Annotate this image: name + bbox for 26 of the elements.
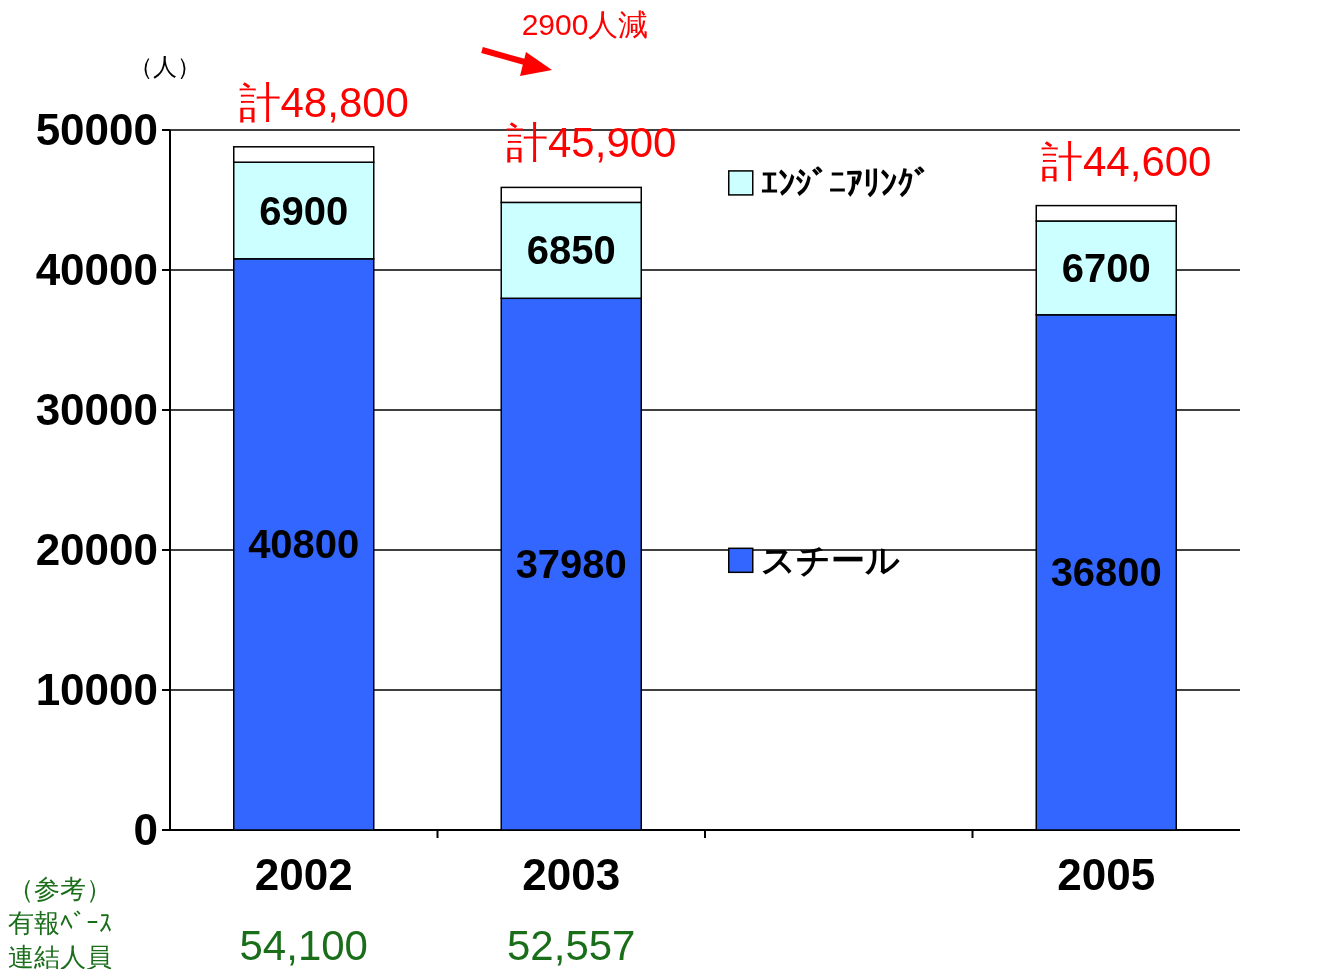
- total-label: 計44,600: [1041, 137, 1212, 185]
- text: 54,100: [239, 922, 368, 969]
- y-tick-label: 0: [133, 805, 158, 854]
- total-label: 計45,900: [506, 119, 677, 167]
- data-label: 36800: [1050, 550, 1162, 595]
- y-tick-label: 30000: [35, 385, 158, 434]
- data-label: 6700: [1061, 245, 1151, 290]
- legend-label: ｴﾝｼﾞﾆｱﾘﾝｸﾞ: [760, 163, 931, 202]
- text: 有報ﾍﾞｰｽ: [8, 908, 112, 938]
- legend-label: スチール: [760, 541, 900, 580]
- total-label: 計48,800: [238, 78, 409, 126]
- data-label: 6850: [526, 228, 616, 273]
- x-tick-label: 2005: [1057, 850, 1156, 899]
- data-label: 6900: [259, 188, 349, 233]
- y-tick-label: 50000: [35, 105, 158, 154]
- y-tick-label: 20000: [35, 525, 158, 574]
- data-label: 37980: [515, 542, 627, 587]
- text: （参考）: [8, 874, 112, 904]
- data-label: 40800: [248, 522, 360, 567]
- x-tick-label: 2003: [522, 850, 621, 899]
- x-tick-label: 2002: [254, 850, 353, 899]
- text: 52,557: [507, 922, 636, 969]
- y-tick-label: 10000: [35, 665, 158, 714]
- y-tick-label: 40000: [35, 245, 158, 294]
- text: 2900人減: [521, 8, 649, 41]
- y-axis-title: （人）: [129, 53, 201, 80]
